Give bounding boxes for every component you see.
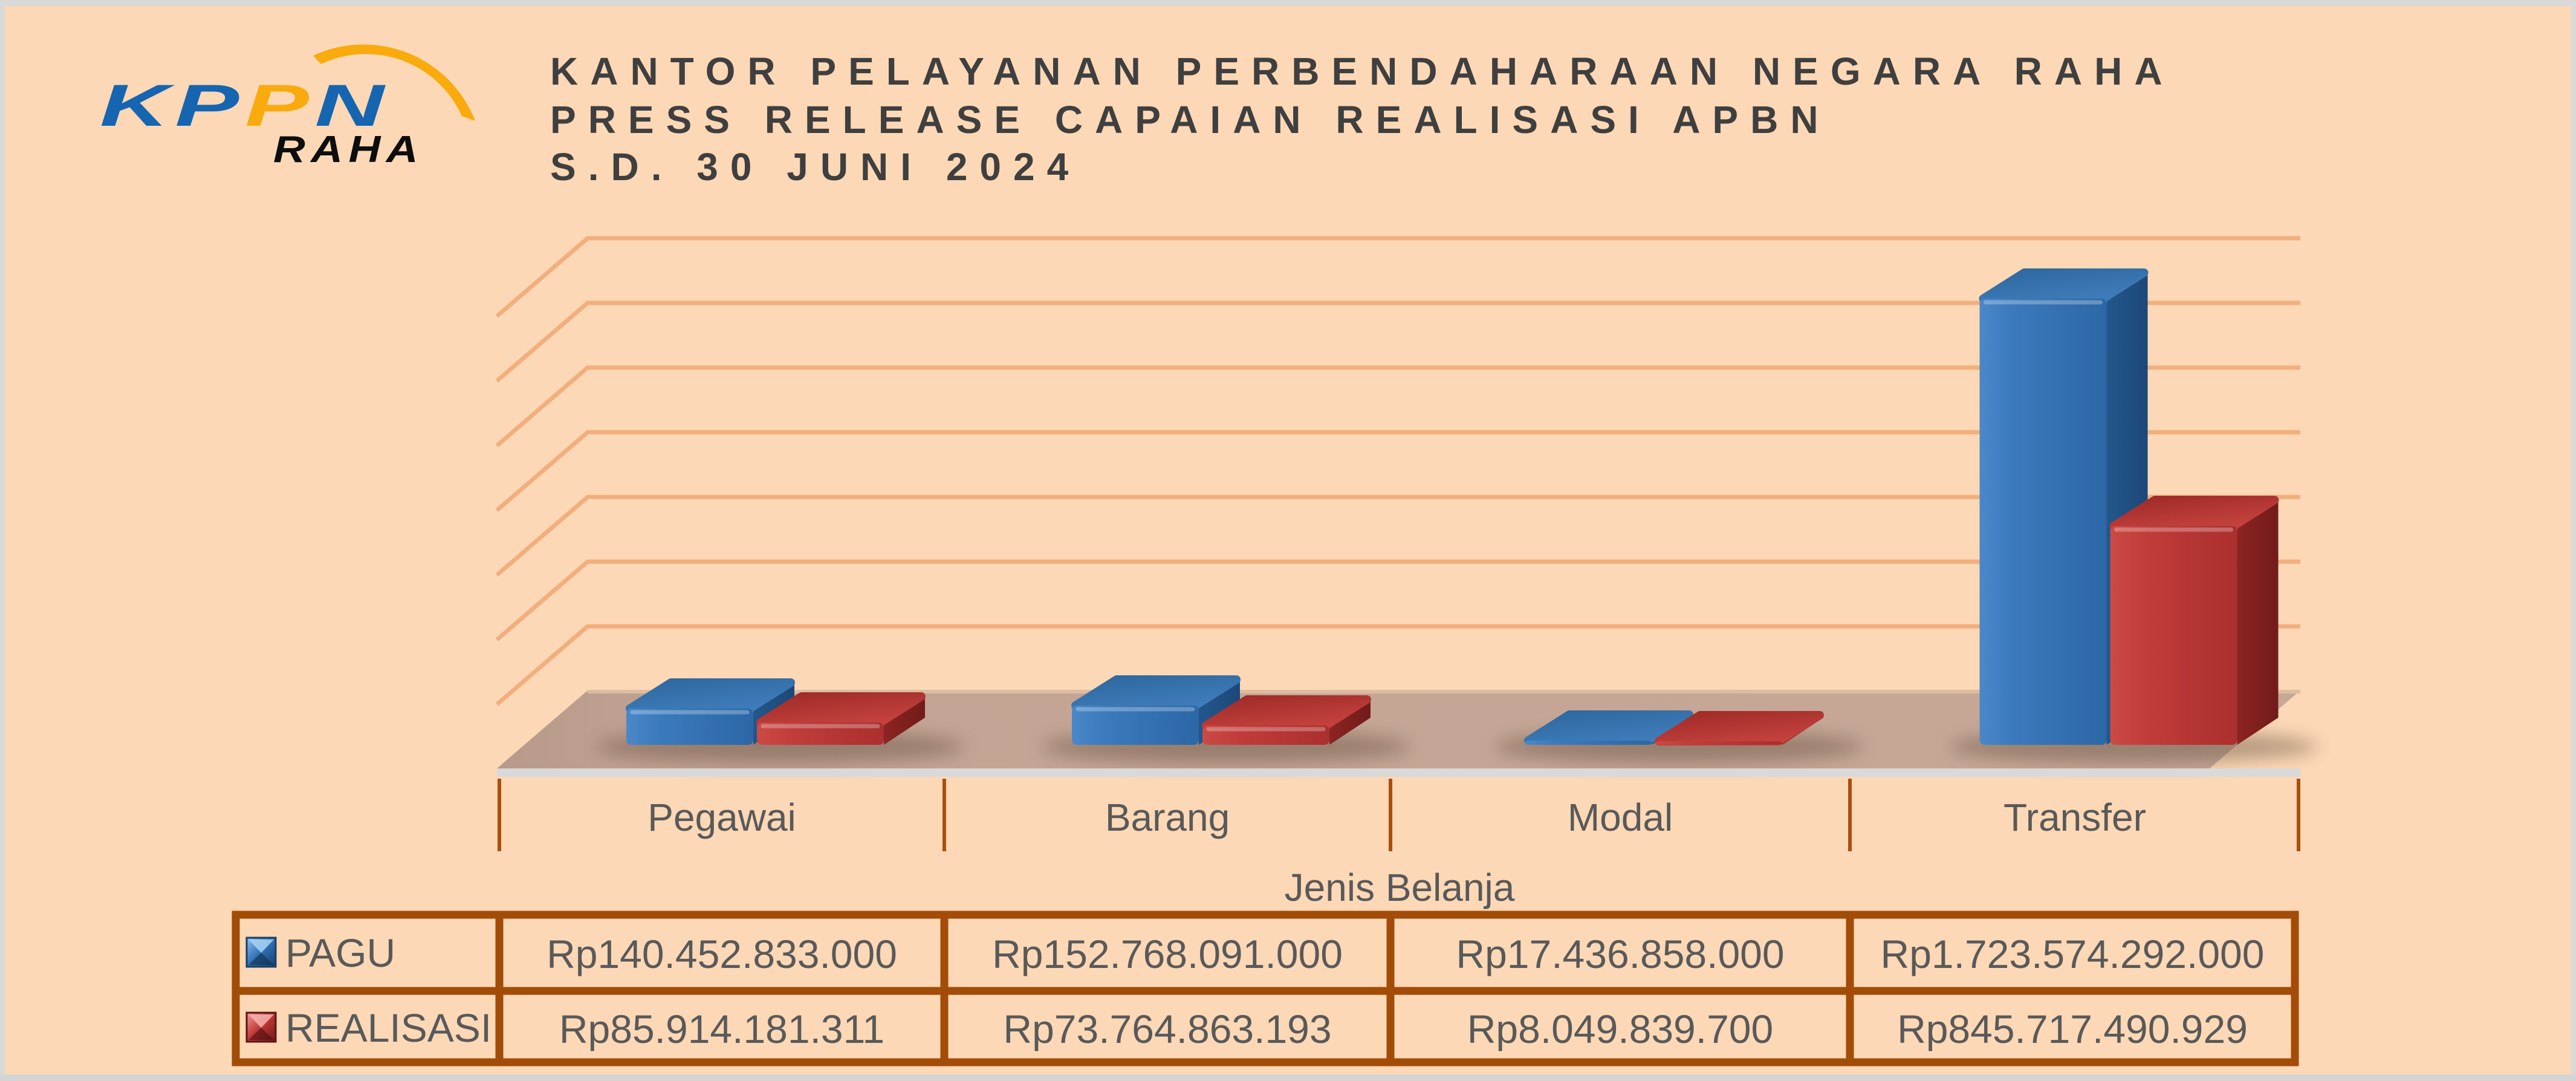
category-label-modal: Modal xyxy=(1568,796,1673,839)
category-label-pegawai: Pegawai xyxy=(647,796,796,839)
title-line-3: S.D. 30 JUNI 2024 xyxy=(550,145,1080,189)
category-dividers xyxy=(498,779,2300,851)
series-label-realisasi: REALISASI xyxy=(285,1005,492,1050)
category-label-barang: Barang xyxy=(1105,796,1230,839)
legend-row-realisasi: REALISASI Rp85.914.181.311 Rp73.764.863.… xyxy=(245,1005,2248,1051)
bar-front-face xyxy=(1072,706,1199,745)
category-label-transfer: Transfer xyxy=(2003,796,2146,839)
wall-gridlines xyxy=(495,236,2300,706)
category-axis: Pegawai Barang Modal Transfer Jenis Bela… xyxy=(498,779,2300,909)
pagu-transfer-value: Rp1.723.574.292.000 xyxy=(1881,932,2265,976)
legend-row-pagu: PAGU Rp140.452.833.000 Rp152.768.091.000… xyxy=(245,930,2265,976)
bars-group xyxy=(596,268,2318,763)
category-axis-line xyxy=(497,768,2300,777)
bottom-edge xyxy=(0,1074,2576,1081)
realisasi-legend-icon xyxy=(245,1011,277,1043)
bar-front-face xyxy=(1979,299,2107,745)
title-line-1: KANTOR PELAYANAN PERBENDAHARAAN NEGARA R… xyxy=(550,50,2175,93)
bar-front-face xyxy=(1525,741,1652,745)
title-line-2: PRESS RELEASE CAPAIAN REALISASI APBN xyxy=(550,98,1831,141)
bar-side-face xyxy=(1329,698,1371,745)
x-axis-title: Jenis Belanja xyxy=(1285,866,1515,909)
title-block: KANTOR PELAYANAN PERBENDAHARAAN NEGARA R… xyxy=(550,50,2175,189)
realisasi-barang-value: Rp73.764.863.193 xyxy=(1003,1007,1331,1051)
bar-pagu-pegawai xyxy=(626,678,795,745)
series-label-pagu: PAGU xyxy=(285,930,395,975)
bar-front-face xyxy=(626,709,753,745)
logo-text: KPPN xyxy=(100,73,390,138)
bar-realisasi-modal xyxy=(1655,711,1824,745)
bar-realisasi-pegawai xyxy=(756,692,926,745)
pagu-legend-icon xyxy=(245,937,277,968)
realisasi-transfer-value: Rp845.717.490.929 xyxy=(1897,1007,2248,1051)
bar-front-face xyxy=(1655,741,1782,745)
plot-area xyxy=(495,236,2318,777)
logo-swoosh xyxy=(313,44,475,121)
bar-side-face xyxy=(2237,499,2279,745)
pagu-pegawai-value: Rp140.452.833.000 xyxy=(547,932,897,976)
bar-front-face xyxy=(2110,526,2237,745)
realisasi-pegawai-value: Rp85.914.181.311 xyxy=(559,1007,884,1051)
bar-front-face xyxy=(757,722,884,745)
kppn-logo: KPPN RAHA xyxy=(100,44,475,170)
bar-realisasi-barang xyxy=(1202,695,1371,745)
bar-realisasi-transfer xyxy=(2109,496,2279,745)
data-table: PAGU Rp140.452.833.000 Rp152.768.091.000… xyxy=(232,911,2299,1066)
pagu-modal-value: Rp17.436.858.000 xyxy=(1456,932,1784,976)
bar-pagu-barang xyxy=(1071,675,1241,745)
table-borders xyxy=(232,911,2299,1066)
logo-subtext: RAHA xyxy=(273,129,424,170)
realisasi-modal-value: Rp8.049.839.700 xyxy=(1467,1007,1773,1051)
pagu-barang-value: Rp152.768.091.000 xyxy=(992,932,1343,976)
bar-front-face xyxy=(1202,726,1329,745)
bar-side-face xyxy=(884,695,925,745)
